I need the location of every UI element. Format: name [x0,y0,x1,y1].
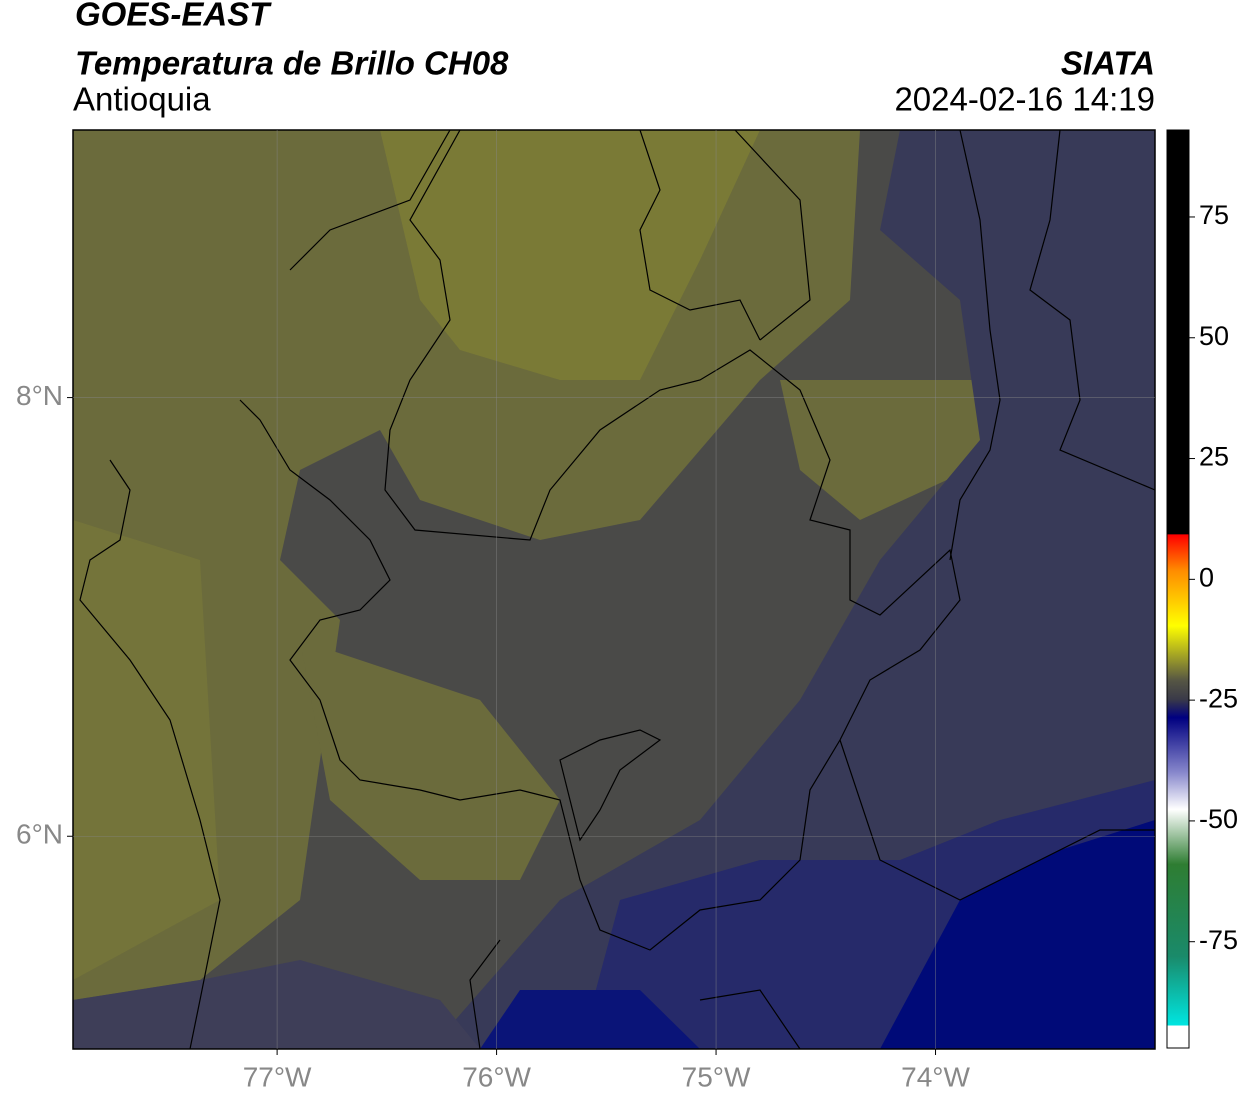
x-tick-label: 77°W [243,1061,312,1092]
x-tick-label: 74°W [901,1061,970,1092]
y-tick-label: 6°N [16,819,63,850]
title: GOES-EAST [75,0,272,33]
colorbar-label: 0 [1199,562,1214,592]
y-tick-label: 8°N [16,380,63,411]
x-tick-label: 76°W [462,1061,531,1092]
region: Antioquia [73,81,211,118]
colorbar-label: -50 [1199,804,1238,834]
colorbar-label: 50 [1199,321,1229,351]
satellite-image [73,130,1155,1049]
map-frame [72,129,1156,1050]
x-tick-label: 75°W [682,1061,751,1092]
subtitle: Temperatura de Brillo CH08 [75,45,509,82]
colorbar-label: 75 [1199,200,1229,230]
colorbar [1166,129,1190,1049]
colorbar-label: -25 [1199,683,1238,713]
datetime: 2024-02-16 14:19 [894,81,1155,118]
brand: SIATA [1061,45,1155,82]
colorbar-label: -75 [1199,925,1238,955]
colorbar-label: 25 [1199,442,1229,472]
